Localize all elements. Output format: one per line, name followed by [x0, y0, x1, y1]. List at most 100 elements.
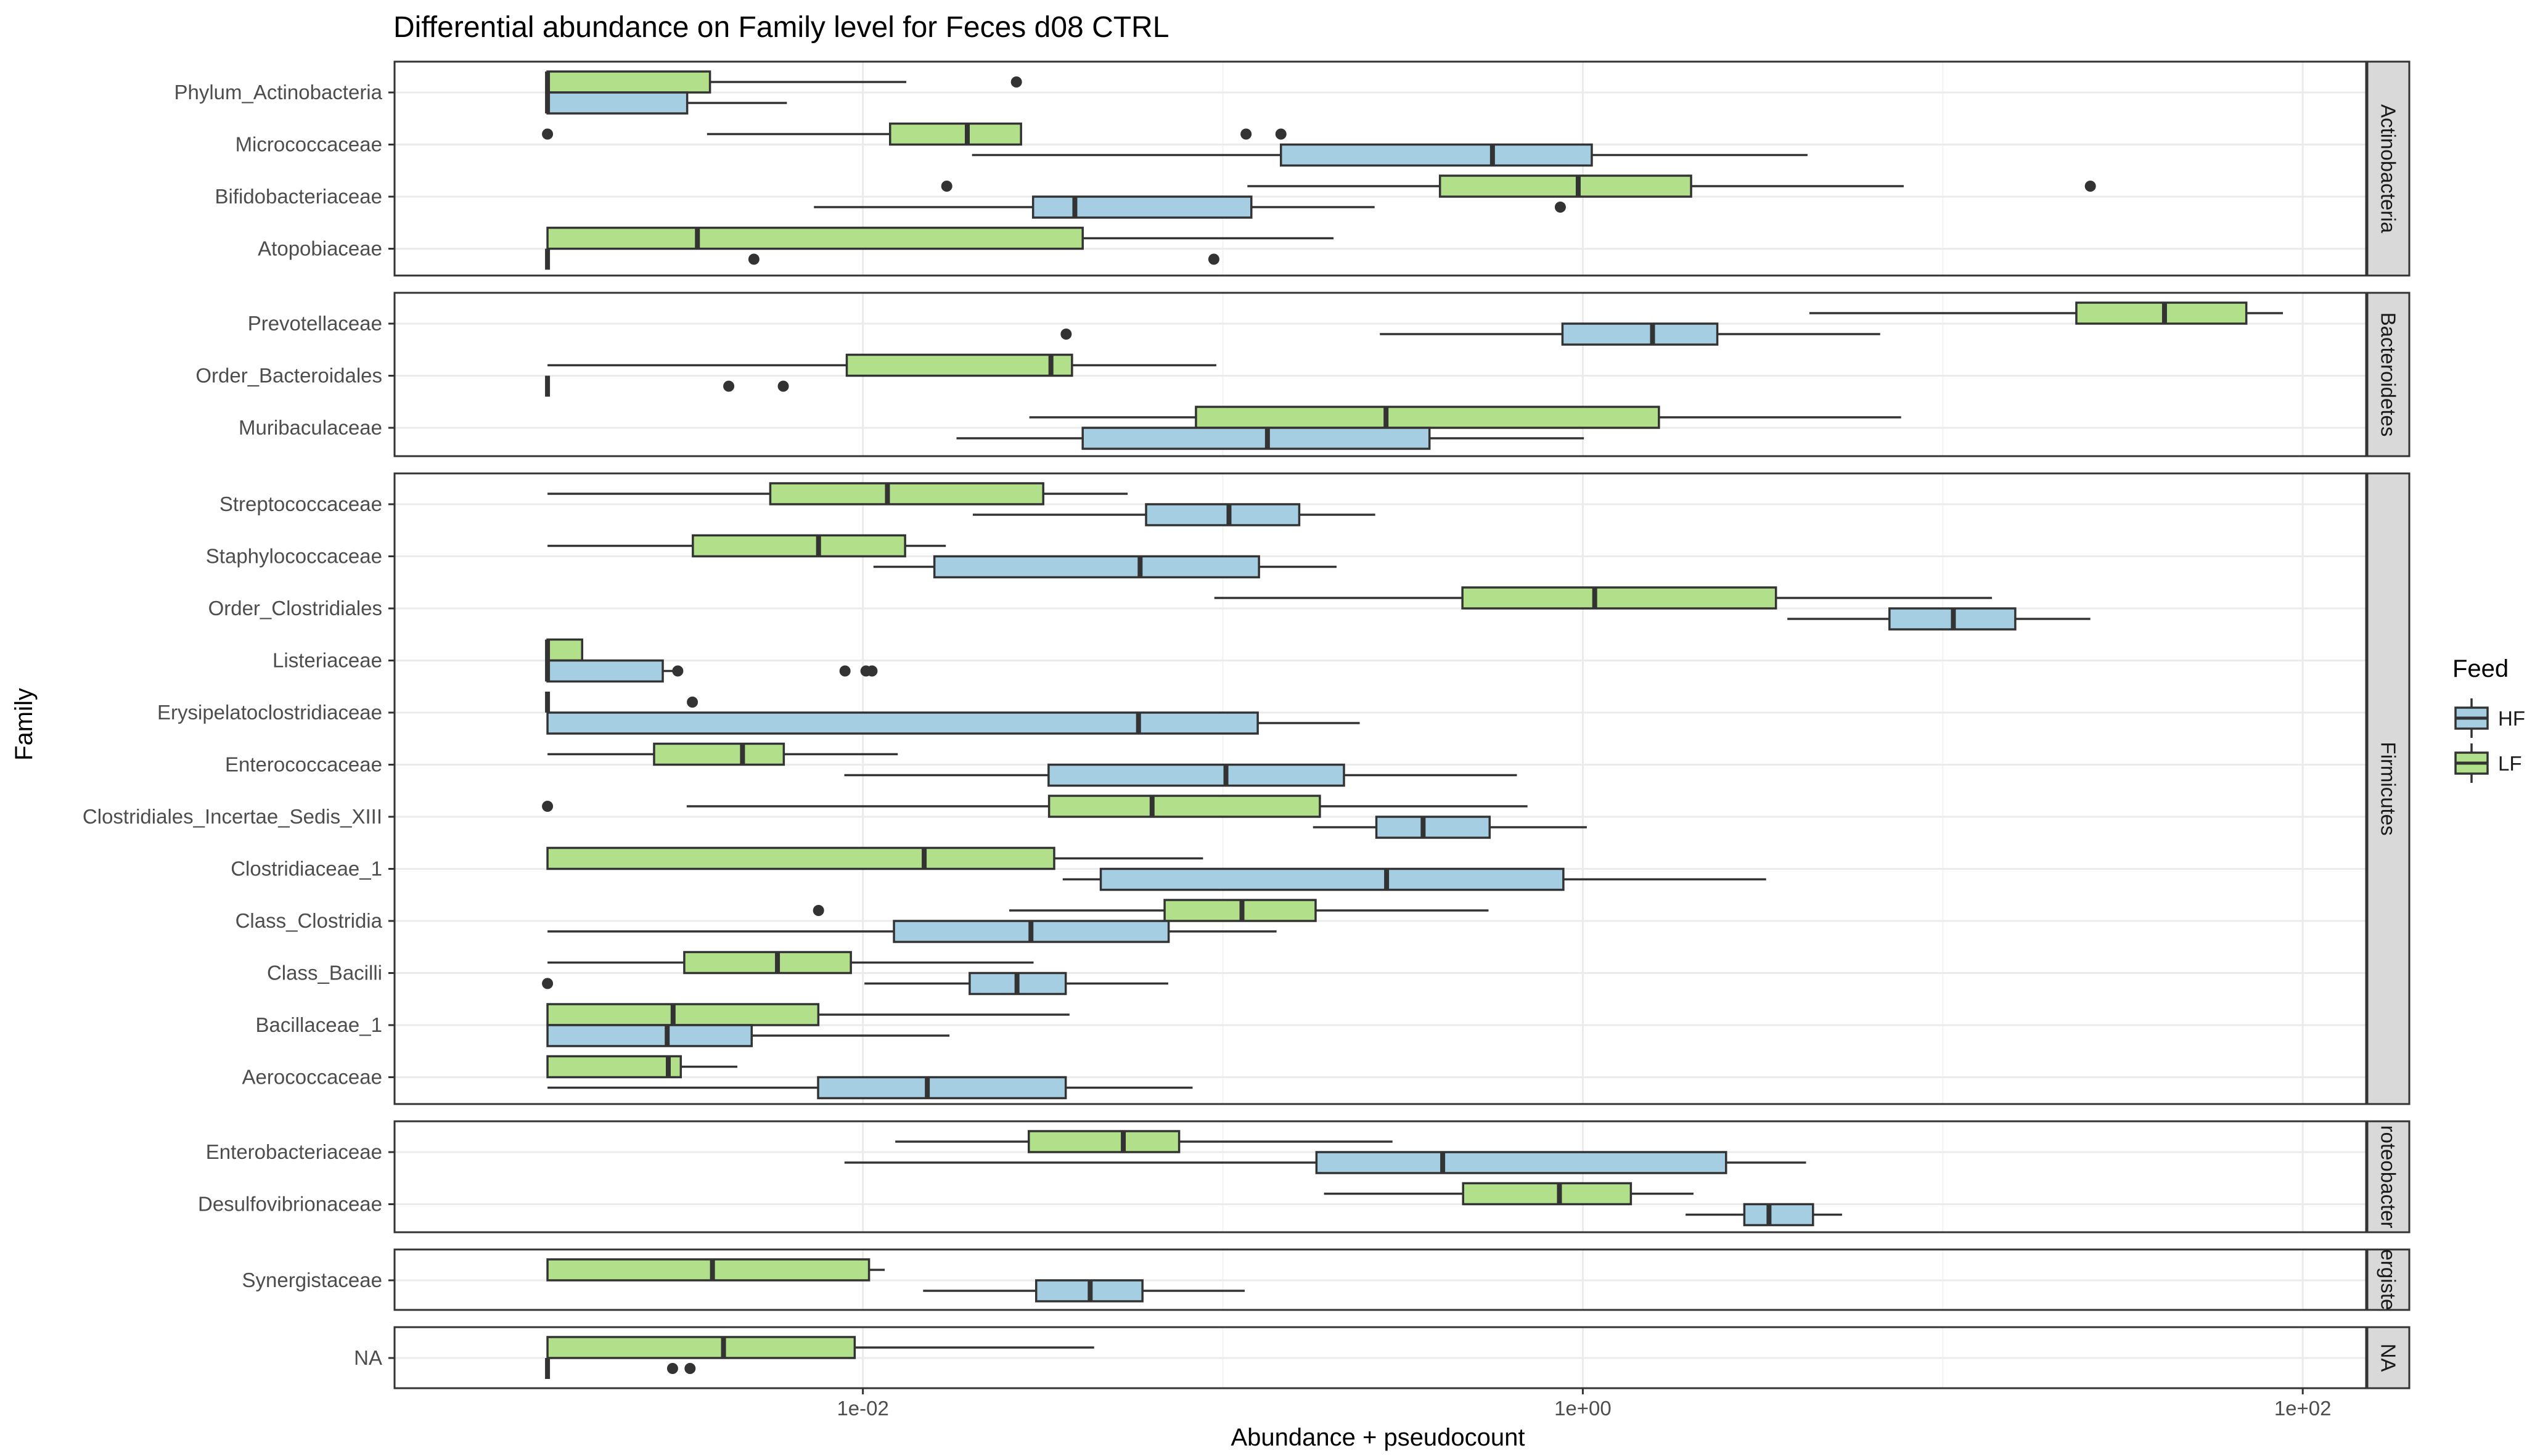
y-tick-label: Aerococcaceae: [242, 1066, 382, 1089]
outlier-point: [1275, 128, 1287, 140]
iqr-box: [546, 91, 689, 115]
iqr-box: [546, 711, 1259, 735]
iqr-box: [1145, 503, 1301, 526]
iqr-box: [546, 1258, 870, 1282]
box-lf: [546, 846, 1203, 870]
box-hf: [546, 1024, 950, 1047]
panel-border: [393, 60, 2367, 277]
outlier-point: [542, 801, 554, 812]
iqr-box: [1047, 795, 1321, 818]
legend-label: HF: [2498, 707, 2525, 730]
box-lf: [547, 534, 946, 558]
box-lf: [545, 692, 698, 713]
outlier-point: [1010, 76, 1022, 88]
panel-border: [393, 472, 2367, 1105]
facet-strip: [2366, 1248, 2411, 1311]
x-axis: 1e-02 1e+00 1e+02: [837, 1388, 2332, 1420]
box-lf: [546, 1336, 1094, 1359]
iqr-box: [1099, 867, 1565, 891]
iqr-box: [1028, 1130, 1181, 1153]
box-lf: [546, 1055, 738, 1079]
box-lf: [895, 1130, 1393, 1153]
box-hf: [545, 1358, 696, 1379]
iqr-box: [546, 70, 711, 94]
outlier-point: [941, 181, 952, 192]
box-hf: [923, 1279, 1245, 1303]
box-hf: [547, 920, 1277, 943]
box-lf: [542, 795, 1528, 818]
iqr-box: [1081, 427, 1431, 450]
iqr-box: [769, 482, 1044, 505]
y-axis-title: Family: [10, 688, 38, 761]
box-hf: [546, 711, 1360, 735]
box-hf: [545, 91, 787, 115]
y-tick-label: Class_Clostridia: [236, 909, 383, 932]
y-tick-label: Staphylococcaceae: [206, 545, 382, 568]
y-tick-label: Order_Bacteroidales: [195, 364, 382, 387]
panel-border: [393, 1326, 2367, 1389]
box-lf: [547, 482, 1128, 505]
y-tick-label: Streptococcaceae: [219, 493, 382, 515]
iqr-box: [546, 638, 584, 662]
outlier-point: [839, 665, 851, 677]
outlier-point: [813, 905, 824, 916]
box-lf: [547, 353, 1216, 377]
box-lf: [1029, 406, 1901, 429]
facet-strip: [2366, 472, 2411, 1105]
iqr-box: [546, 1336, 856, 1359]
iqr-box: [546, 1055, 682, 1079]
y-tick-label: Desulfovibrionaceae: [198, 1193, 382, 1216]
legend-label: LF: [2498, 752, 2522, 775]
outlier-point: [684, 1363, 696, 1374]
y-tick-label: Order_Clostridiales: [208, 597, 382, 620]
box-hf: [814, 195, 1566, 219]
chart-title: Differential abundance on Family level f…: [393, 11, 1169, 44]
y-tick-label: Class_Bacilli: [267, 962, 382, 984]
iqr-box: [653, 742, 785, 766]
panel-synergistetes: Synergistaceae ergiste: [242, 1248, 2411, 1311]
panel-border: [393, 1248, 2367, 1311]
iqr-box: [2075, 301, 2248, 325]
box-lf: [941, 174, 2096, 198]
outlier-point: [1240, 128, 1252, 140]
outlier-point: [687, 697, 698, 708]
facet-strip: [2366, 1120, 2411, 1233]
panel-proteobacteria: Enterobacteriaceae Desulfovibrionaceae rot…: [198, 1120, 2411, 1233]
panel-bacteroidetes: Prevotellaceae Order_Bacteroidales Muribac…: [195, 292, 2411, 457]
iqr-box: [1031, 195, 1253, 219]
box-lf: [546, 1258, 885, 1282]
box-hf: [972, 143, 1808, 167]
iqr-box: [1561, 322, 1719, 346]
x-tick-label: 1e+02: [2274, 1397, 2332, 1420]
iqr-box: [889, 122, 1022, 146]
iqr-box: [1375, 816, 1491, 839]
y-tick-label: Enterococcaceae: [225, 753, 382, 776]
iqr-box: [1315, 1151, 1727, 1174]
facet-strip-label: Bacteroidetes: [2377, 313, 2400, 437]
outlier-point: [777, 380, 789, 392]
iqr-box: [1743, 1203, 1814, 1227]
x-axis-title: Abundance + pseudocount: [1231, 1424, 1525, 1451]
facet-strip-label: roteobacter: [2377, 1126, 2400, 1229]
y-tick-label: Micrococcaceae: [236, 133, 382, 156]
box-hf: [1062, 867, 1766, 891]
facet-strip-label: ergiste: [2377, 1249, 2400, 1310]
x-tick-label: 1e+00: [1554, 1397, 1612, 1420]
x-tick-label: 1e-02: [837, 1397, 888, 1420]
panel-na: NA NA: [354, 1326, 2411, 1389]
panel-border: [393, 1120, 2367, 1233]
y-tick-label: Clostridiales_Incertae_Sedis_XIII: [83, 805, 382, 828]
iqr-box: [933, 555, 1260, 579]
y-tick-label: Bacillaceae_1: [256, 1013, 382, 1036]
iqr-box: [817, 1076, 1067, 1100]
y-tick-label: Bifidobacteriaceae: [215, 185, 382, 208]
iqr-box: [683, 951, 852, 975]
legend: Feed HF LF: [2452, 655, 2525, 783]
iqr-box: [845, 353, 1073, 377]
iqr-box: [546, 1003, 820, 1026]
y-tick-label: Muribaculaceae: [239, 416, 382, 439]
box-hf: [545, 659, 878, 683]
box-lf: [547, 742, 898, 766]
panel-background: [395, 1121, 2366, 1232]
facet-strip: [2366, 60, 2411, 277]
